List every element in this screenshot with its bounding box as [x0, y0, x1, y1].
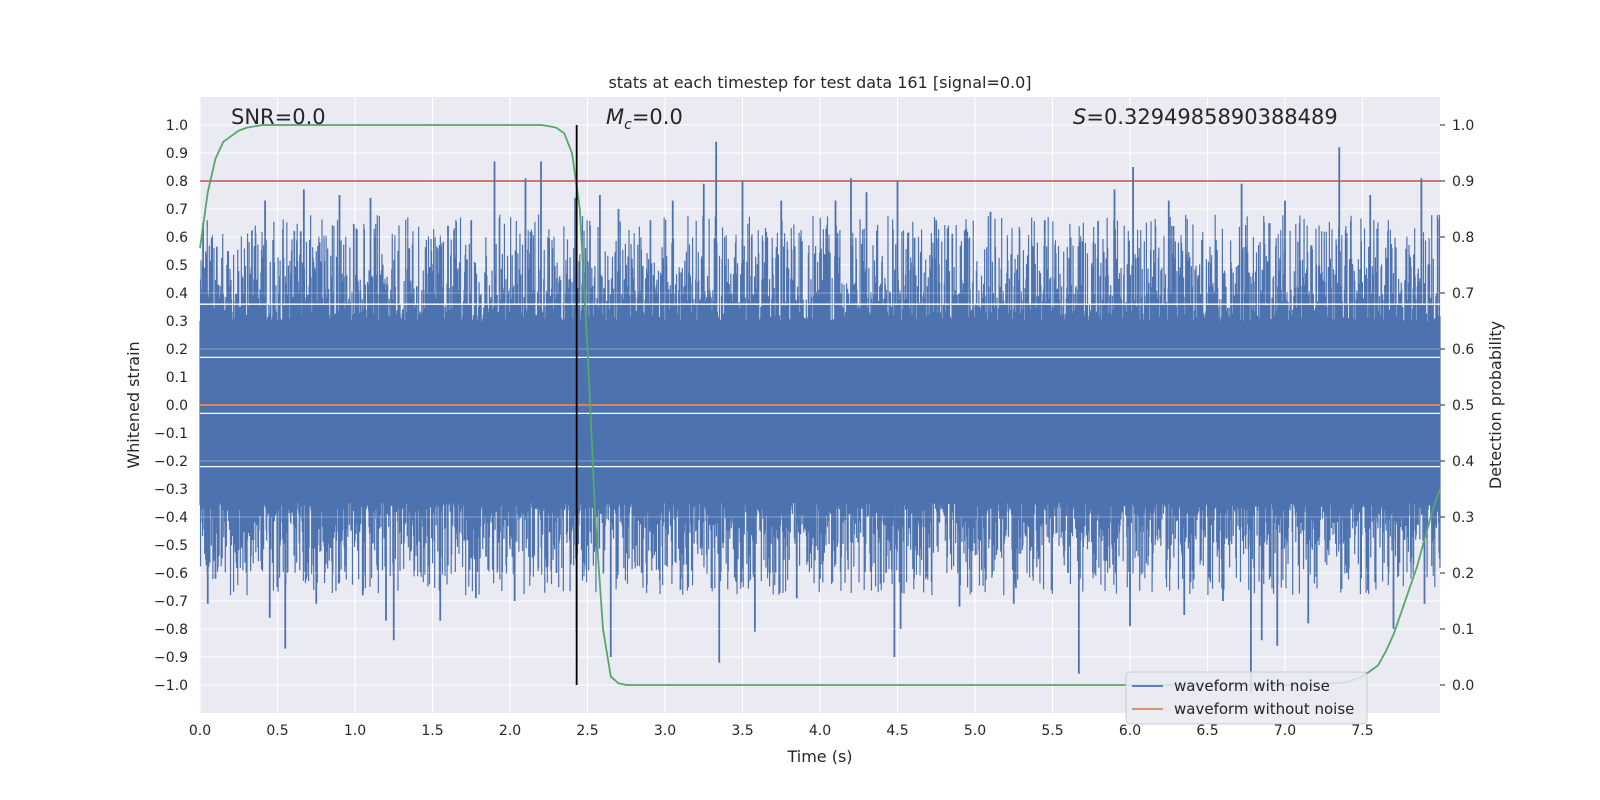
- mc-value: =0.0: [632, 105, 683, 129]
- y-tick-label: 0.2: [166, 342, 188, 358]
- y-tick-label: −0.1: [154, 426, 188, 442]
- mc-subscript: c: [624, 117, 632, 133]
- x-tick-label: 6.0: [1119, 723, 1141, 739]
- series-detection-probability-line: [199, 124, 1441, 686]
- s-value: =0.3294985890388489: [1086, 105, 1337, 129]
- y-tick-label: −0.8: [154, 622, 188, 638]
- y-tick-label: 0.5: [166, 258, 188, 274]
- y-tick-label: −0.5: [154, 538, 188, 554]
- x-tick-label: 4.0: [809, 723, 831, 739]
- y2-tick-label: 0.8: [1452, 230, 1474, 246]
- y-tick-label: 1.0: [166, 118, 188, 134]
- noise-core-band: [200, 321, 1440, 503]
- legend-label-with-noise: waveform with noise: [1174, 677, 1330, 695]
- y-tick-label: −0.9: [154, 650, 188, 666]
- y-tick-label: 0.8: [166, 174, 188, 190]
- y-tick-label: 0.0: [166, 398, 188, 414]
- y2-axis-label: Detection probability: [1486, 321, 1505, 489]
- y-tick-label: 0.4: [166, 286, 188, 302]
- y-tick-label: 0.9: [166, 146, 188, 162]
- legend-label-without-noise: waveform without noise: [1174, 700, 1354, 718]
- y2-tick-label: 0.0: [1452, 678, 1474, 694]
- y-tick-label: −0.4: [154, 510, 188, 526]
- y2-axis-ticks: 0.0 0.1 0.2 0.3 0.4 0.5 0.6 0.7 0.8 0.9 1.0: [1440, 118, 1474, 694]
- y2-tick-label: 0.1: [1452, 622, 1474, 638]
- y-tick-label: −0.2: [154, 454, 188, 470]
- series-waveform-with-noise: [199, 141, 1441, 694]
- y2-tick-label: 0.5: [1452, 398, 1474, 414]
- y2-tick-label: 0.2: [1452, 566, 1474, 582]
- s-annotation: S=0.3294985890388489: [1073, 105, 1338, 129]
- x-tick-label: 5.0: [964, 723, 986, 739]
- x-tick-label: 1.5: [421, 723, 443, 739]
- legend-box: [1125, 671, 1368, 725]
- x-tick-label: 3.0: [654, 723, 676, 739]
- y-tick-label: −0.6: [154, 566, 188, 582]
- y-axis-label: Whitened strain: [124, 341, 143, 468]
- y-tick-label: 0.7: [166, 202, 188, 218]
- y-tick-label: −0.7: [154, 594, 188, 610]
- x-axis-label: Time (s): [786, 747, 852, 766]
- y2-tick-label: 0.3: [1452, 510, 1474, 526]
- x-tick-label: 2.5: [576, 723, 598, 739]
- mc-annotation: Mc=0.0: [606, 105, 683, 133]
- y2-tick-label: 1.0: [1452, 118, 1474, 134]
- mc-symbol: M: [606, 105, 624, 129]
- x-tick-label: 1.0: [344, 723, 366, 739]
- y2-tick-label: 0.4: [1452, 454, 1474, 470]
- x-tick-label: 0.0: [189, 723, 211, 739]
- y2-tick-label: 0.6: [1452, 342, 1474, 358]
- x-tick-label: 3.5: [731, 723, 753, 739]
- y-tick-label: 0.1: [166, 370, 188, 386]
- y-tick-label: 0.6: [166, 230, 188, 246]
- y2-tick-label: 0.7: [1452, 286, 1474, 302]
- y-tick-label: 0.3: [166, 314, 188, 330]
- x-tick-label: 5.5: [1041, 723, 1063, 739]
- chart-title: stats at each timestep for test data 161…: [608, 73, 1031, 92]
- x-axis-ticks: 0.0 0.5 1.0 1.5 2.0 2.5 3.0 3.5 4.0 4.5 5.0 5.5 6.0 6…: [189, 723, 1374, 739]
- y-tick-label: −0.3: [154, 482, 188, 498]
- x-tick-label: 2.0: [499, 723, 521, 739]
- x-tick-label: 7.5: [1351, 723, 1373, 739]
- y-tick-label: −1.0: [154, 678, 188, 694]
- y2-tick-label: 0.9: [1452, 174, 1474, 190]
- legend: waveform with noise waveform without noi…: [1125, 671, 1368, 725]
- snr-annotation: SNR=0.0: [231, 105, 326, 129]
- x-tick-label: 4.5: [886, 723, 908, 739]
- x-tick-label: 0.5: [266, 723, 288, 739]
- x-tick-label: 6.5: [1196, 723, 1218, 739]
- y-axis-ticks: −1.0 −0.9 −0.8 −0.7 −0.6 −0.5 −0.4 −0.3 −0.2 −0.1…: [154, 118, 188, 694]
- x-tick-label: 7.0: [1274, 723, 1296, 739]
- s-symbol: S: [1073, 105, 1086, 129]
